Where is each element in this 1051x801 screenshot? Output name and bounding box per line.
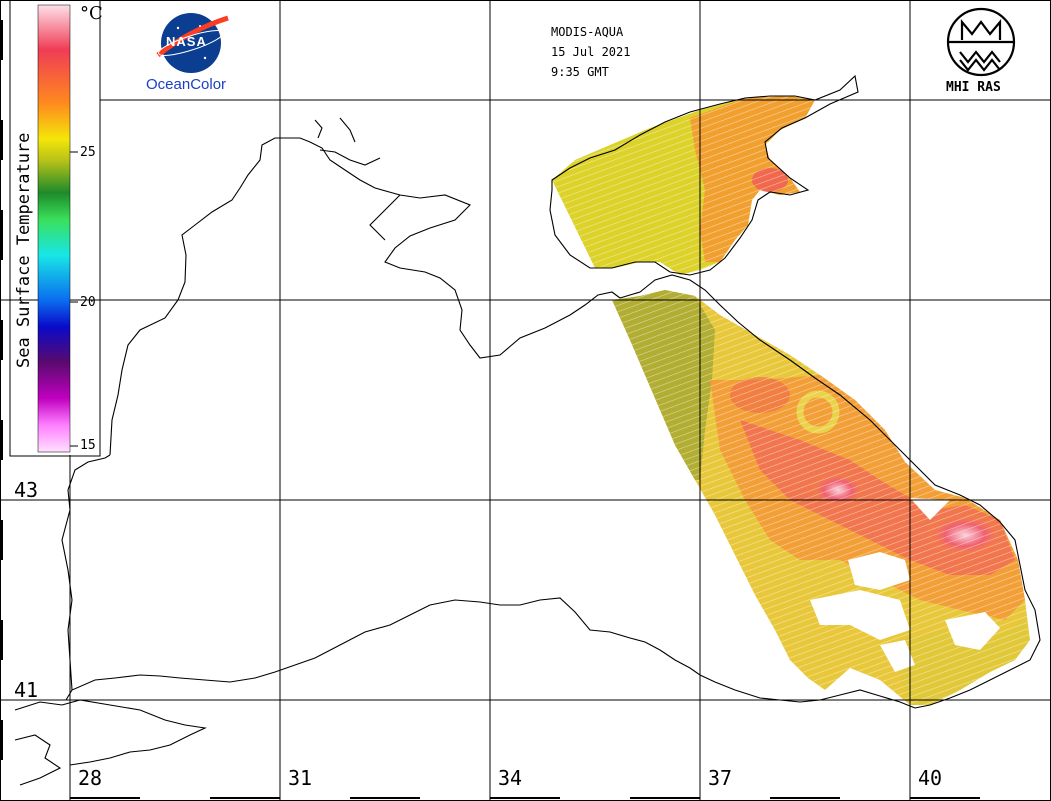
legend-unit: °C — [80, 3, 103, 24]
legend-tick-25: 25 — [80, 145, 96, 160]
nasa-logo-icon — [156, 13, 229, 73]
sensor-label: MODIS-AQUA — [551, 25, 624, 39]
coastline-azov — [549, 74, 859, 276]
mhi-ras-caption: MHI RAS — [946, 80, 1001, 95]
lat-label-41: 41 — [14, 678, 39, 702]
legend-tick-marks — [70, 151, 78, 447]
nasa-badge-text: NASA — [166, 34, 207, 49]
date-label: 15 Jul 2021 — [551, 45, 631, 59]
sst-data-layer — [552, 96, 1030, 705]
lon-label-37: 37 — [708, 766, 733, 790]
legend-box — [9, 0, 101, 457]
sst-color-bar — [37, 4, 71, 453]
lon-label-28: 28 — [78, 766, 103, 790]
time-label: 9:35 GMT — [551, 65, 609, 79]
legend-title: Sea Surface Temperature — [14, 132, 34, 368]
edge-scale-ticks — [1, 20, 980, 799]
pass-info: MODIS-AQUA 15 Jul 2021 9:35 GMT — [551, 22, 630, 82]
coastline-kerch — [619, 274, 1041, 709]
coastline-marmara — [14, 699, 207, 766]
coastline-northwest — [109, 137, 621, 456]
scanline-texture-sea — [612, 290, 1030, 705]
crimea-west-coast — [369, 194, 401, 241]
lon-label-40: 40 — [918, 766, 943, 790]
legend-tick-15: 15 — [80, 438, 96, 453]
legend-tick-20: 20 — [80, 295, 96, 310]
lat-label-43: 43 — [14, 478, 39, 502]
oceancolor-caption: OceanColor — [146, 76, 227, 93]
coastline-west — [61, 454, 111, 691]
scanline-texture-azov — [552, 96, 815, 275]
mhi-ras-logo-icon — [946, 7, 1016, 77]
lagoon-details — [319, 149, 381, 166]
lon-label-34: 34 — [498, 766, 523, 790]
lon-label-31: 31 — [288, 766, 313, 790]
coastline-aegean — [14, 734, 62, 786]
